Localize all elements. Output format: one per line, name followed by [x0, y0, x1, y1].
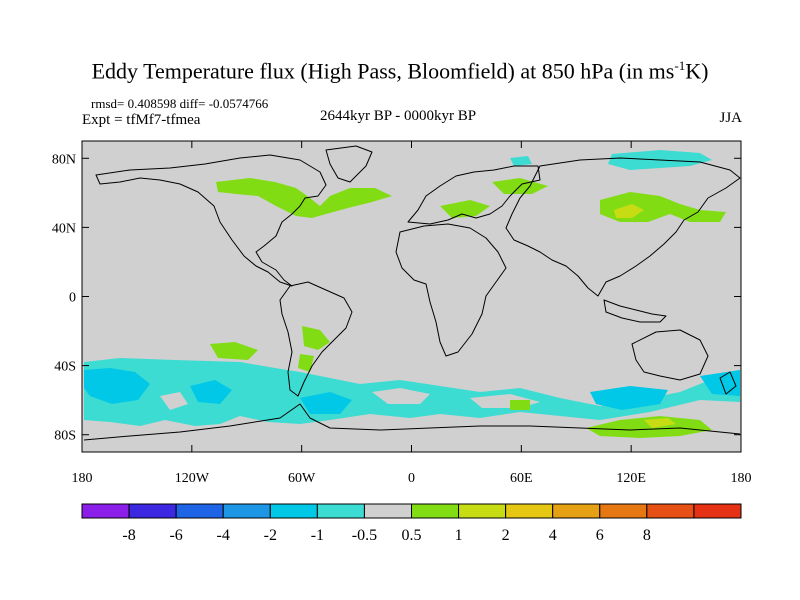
x-tick-label: 180 [731, 471, 752, 486]
x-tick-label: 0 [408, 471, 415, 486]
antarctic-positive-core [644, 418, 676, 428]
south-pacific-neutral-gap [160, 392, 188, 410]
colorbar-swatch [599, 503, 648, 519]
colorbar-label: 1 [455, 527, 463, 544]
colorbar-swatch [269, 503, 318, 519]
x-tick-label: 120W [175, 471, 210, 486]
y-axis: 80N 40N 0 40S 80S [52, 152, 741, 444]
coastline-greenland [325, 145, 373, 183]
colorbar-swatch [693, 503, 742, 519]
argentina-positive-region [298, 354, 314, 372]
colorbar-swatch [646, 503, 695, 519]
colorbar-swatch [316, 503, 365, 519]
colorbar-label: -0.5 [352, 527, 377, 544]
x-tick-label: 60E [510, 471, 533, 486]
colorbar-label: 6 [596, 527, 604, 544]
north-america-positive-region [216, 178, 392, 218]
x-tick-label: 180 [72, 471, 93, 486]
season-label: JJA [719, 110, 742, 126]
title-superscript: -1 [674, 58, 686, 73]
arctic-atlantic-negative-spot [510, 156, 532, 166]
colorbar-swatch [128, 503, 177, 519]
coastline-asia [505, 157, 741, 297]
colorbar-label: -6 [169, 527, 182, 544]
coastline-north-america [95, 154, 327, 287]
coastline-europe [407, 165, 541, 225]
coastline-new-zealand [719, 371, 737, 395]
siberia-positive-core [614, 204, 644, 218]
map-panel [81, 140, 742, 453]
colorbar-label: -4 [217, 527, 230, 544]
colorbar-swatch [505, 503, 554, 519]
x-tick-label: 120E [616, 471, 646, 486]
y-tick-label: 40N [52, 221, 76, 236]
south-atlantic-neutral-gap [372, 388, 430, 404]
coastline-antarctica [83, 403, 741, 441]
colorbar-swatch [222, 503, 271, 519]
south-america-positive-region [302, 326, 330, 350]
x-tick-label: 60W [288, 471, 316, 486]
coastline-australia [631, 329, 709, 381]
y-tick-label: 0 [69, 291, 76, 306]
period-label: 2644kyr BP - 0000kyr BP [320, 108, 477, 124]
title-tail: K) [685, 58, 709, 84]
colorbar-label: 8 [643, 527, 651, 544]
colorbar: -8 -6 -4 -2 -1 -0.5 0.5 1 2 4 6 8 [81, 503, 742, 544]
y-tick-label: 80N [52, 152, 76, 167]
colorbar-label: -8 [122, 527, 135, 544]
colorbar-swatch [458, 503, 507, 519]
australia-south-negative-lobe [700, 370, 740, 396]
coastline-africa [395, 223, 507, 357]
coastline-maritime-continent [603, 299, 667, 323]
stats-line: rmsd= 0.408598 diff= -0.0574766 [91, 96, 269, 111]
south-pacific-negative-lobe [190, 380, 232, 404]
colorbar-label: -1 [311, 527, 324, 544]
indian-ocean-negative-lobe [590, 386, 668, 410]
title-main: Eddy Temperature flux (High Pass, Bloomf… [91, 58, 675, 84]
colorbar-swatch [81, 503, 130, 519]
antarctic-positive-region [586, 416, 712, 438]
northeast-atlantic-positive-region [440, 200, 490, 218]
drake-passage-negative-lobe [300, 392, 352, 414]
anomaly-fills [84, 150, 740, 438]
colorbar-label: -2 [264, 527, 277, 544]
colorbar-label: 4 [549, 527, 557, 544]
experiment-label: Expt = tfMf7-tfmea [82, 112, 201, 128]
chart-title: Eddy Temperature flux (High Pass, Bloomf… [0, 58, 800, 84]
y-tick-label: 80S [54, 429, 76, 444]
coastline-south-america [279, 281, 353, 397]
x-axis: 180 120W 60W 0 60E 120E 180 [72, 141, 752, 486]
south-atlantic-positive-spot [510, 400, 530, 410]
coastlines [83, 145, 741, 441]
colorbar-label: 0.5 [402, 527, 422, 544]
colorbar-swatch [552, 503, 601, 519]
colorbar-label: 2 [502, 527, 510, 544]
colorbar-swatch [175, 503, 224, 519]
colorbar-swatch [363, 503, 412, 519]
south-pacific-deep-negative-core [84, 368, 150, 404]
y-tick-label: 40S [54, 360, 76, 375]
southeast-pacific-positive-region [210, 342, 258, 360]
colorbar-swatch [411, 503, 460, 519]
